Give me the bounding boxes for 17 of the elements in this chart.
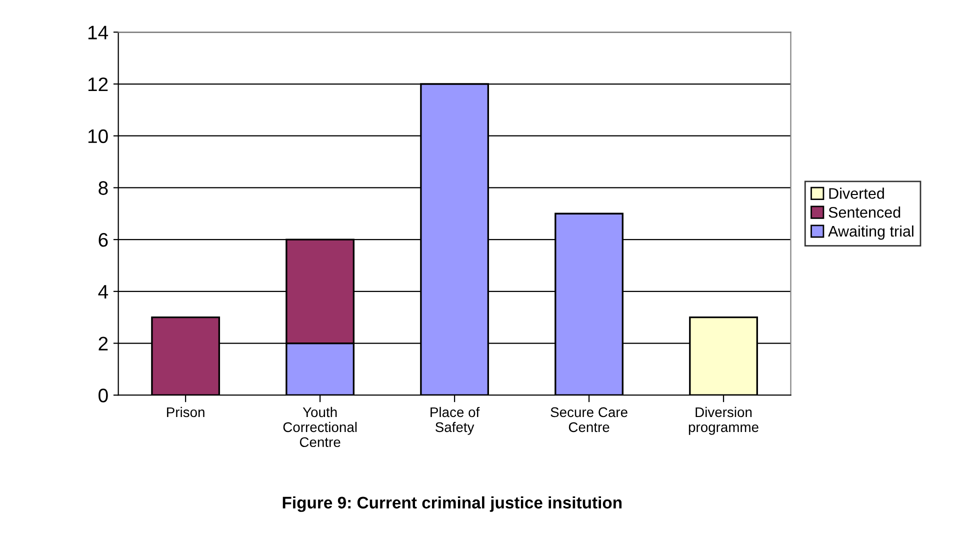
x-tick-label: Diversion programme xyxy=(688,406,758,435)
legend-label: Diverted xyxy=(829,188,884,199)
x-tick-label: Youth Correctional Centre xyxy=(283,406,357,448)
x-tick-label: Secure Care Centre xyxy=(550,407,628,432)
y-tick-label: 14 xyxy=(88,26,108,40)
legend-label: Awaiting trial xyxy=(828,225,914,240)
legend-label: Sentenced xyxy=(828,206,900,218)
y-tick-label: 10 xyxy=(88,129,108,144)
y-tick-label: 4 xyxy=(98,285,108,298)
y-tick-label: 6 xyxy=(98,233,108,247)
y-tick-label: 8 xyxy=(98,181,108,195)
y-tick-label: 2 xyxy=(98,336,108,350)
x-tick-label: Prison xyxy=(167,406,204,418)
y-tick-label: 0 xyxy=(98,388,108,402)
x-tick-label: Place of Safety xyxy=(430,406,480,435)
text: Figure 9: Current criminal justice insitution xyxy=(282,496,622,512)
y-tick-label: 12 xyxy=(88,77,108,92)
